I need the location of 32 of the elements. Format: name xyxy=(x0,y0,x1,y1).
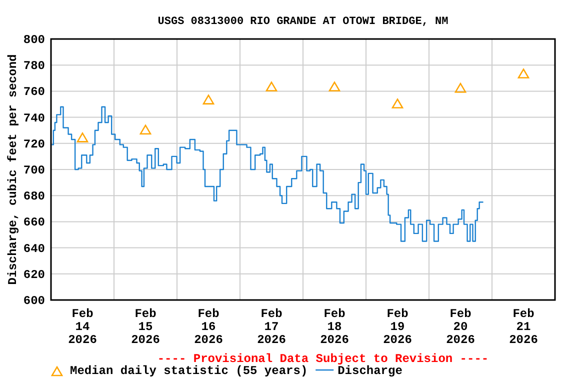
point xyxy=(392,98,404,108)
y-tick-label: 760 xyxy=(23,85,45,100)
y-tick-label: 800 xyxy=(23,33,45,47)
legend-label: Discharge xyxy=(338,364,402,378)
y-axis-title: Discharge, cubic feet per second xyxy=(6,54,20,285)
y-tick-label: 680 xyxy=(23,190,45,204)
text: ---- Provisional Data Subject to Revision ---- xyxy=(157,352,489,366)
y-tick-label: 740 xyxy=(23,111,45,126)
point xyxy=(266,82,278,92)
x-tick-label: Feb 14 2026 xyxy=(68,307,97,347)
point xyxy=(454,82,466,93)
y-tick-label: 620 xyxy=(23,268,45,282)
x-tick-label: Feb 20 2026 xyxy=(446,307,475,347)
y-tick-label: 640 xyxy=(23,242,45,256)
point xyxy=(328,82,340,92)
x-tick-label: Feb 15 2026 xyxy=(131,307,160,347)
chart-title: USGS 08313000 RIO GRANDE AT OTOWI BRIDGE, NM xyxy=(158,16,449,28)
point xyxy=(518,68,530,78)
x-tick-label: Feb 16 2026 xyxy=(194,307,223,347)
y-tick-label: 780 xyxy=(23,59,45,74)
point xyxy=(202,94,214,104)
x-tick-label: Feb 18 2026 xyxy=(320,307,349,347)
x-tick-label: Feb 19 2026 xyxy=(383,307,412,347)
x-tick-label: Feb 21 2026 xyxy=(509,307,538,347)
y-tick-label: 700 xyxy=(23,164,45,178)
y-tick-label: 660 xyxy=(23,216,45,230)
y-tick-label: 720 xyxy=(23,137,45,152)
x-tick-label: Feb 17 2026 xyxy=(257,307,286,347)
legend-label: Median daily statistic (55 years) xyxy=(70,364,308,378)
point xyxy=(76,132,88,142)
point xyxy=(140,124,152,134)
y-tick-label: 600 xyxy=(23,294,45,308)
